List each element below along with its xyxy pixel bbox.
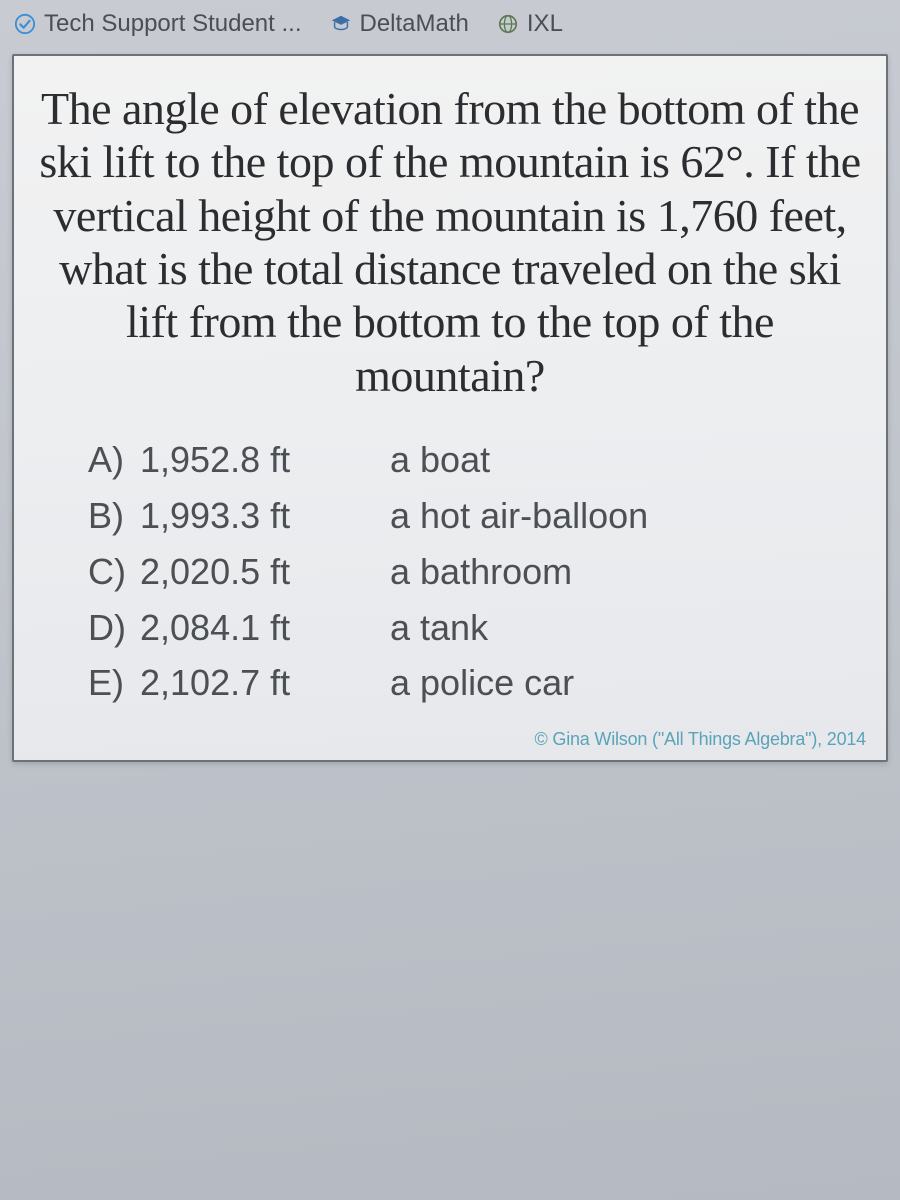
answer-value: 2,102.7 ft — [140, 655, 390, 711]
screen: Tech Support Student ... DeltaMath IXL — [0, 0, 900, 1200]
answer-letter: B) — [88, 488, 140, 544]
bookmark-label: IXL — [527, 10, 563, 38]
answer-value: 1,952.8 ft — [140, 432, 390, 488]
bookmarks-bar: Tech Support Student ... DeltaMath IXL — [8, 0, 892, 54]
answer-letter: E) — [88, 655, 140, 711]
answer-value: 1,993.3 ft — [140, 488, 390, 544]
bookmark-tech-support[interactable]: Tech Support Student ... — [14, 10, 302, 38]
copyright-text: © Gina Wilson ("All Things Algebra"), 20… — [28, 721, 872, 756]
answer-value: 2,020.5 ft — [140, 544, 390, 600]
answer-letter: C) — [88, 544, 140, 600]
answer-row[interactable]: B) 1,993.3 ft a hot air-balloon — [88, 488, 872, 544]
bookmark-label: DeltaMath — [360, 10, 469, 38]
globe-icon — [497, 13, 519, 35]
answer-value: 2,084.1 ft — [140, 600, 390, 656]
answer-word: a tank — [390, 600, 872, 656]
question-text: The angle of elevation from the bottom o… — [34, 82, 866, 402]
answer-word: a hot air-balloon — [390, 488, 872, 544]
answer-row[interactable]: C) 2,020.5 ft a bathroom — [88, 544, 872, 600]
answer-letter: D) — [88, 600, 140, 656]
bookmark-ixl[interactable]: IXL — [497, 10, 563, 38]
check-circle-icon — [14, 13, 36, 35]
answer-row[interactable]: E) 2,102.7 ft a police car — [88, 655, 872, 711]
answer-word: a boat — [390, 432, 872, 488]
bookmark-label: Tech Support Student ... — [44, 10, 302, 38]
worksheet-box: The angle of elevation from the bottom o… — [12, 54, 888, 762]
answer-letter: A) — [88, 432, 140, 488]
grad-cap-icon — [330, 13, 352, 35]
bookmark-deltamath[interactable]: DeltaMath — [330, 10, 469, 38]
answer-word: a police car — [390, 655, 872, 711]
answer-list: A) 1,952.8 ft a boat B) 1,993.3 ft a hot… — [88, 432, 872, 711]
answer-row[interactable]: A) 1,952.8 ft a boat — [88, 432, 872, 488]
answer-row[interactable]: D) 2,084.1 ft a tank — [88, 600, 872, 656]
answer-word: a bathroom — [390, 544, 872, 600]
